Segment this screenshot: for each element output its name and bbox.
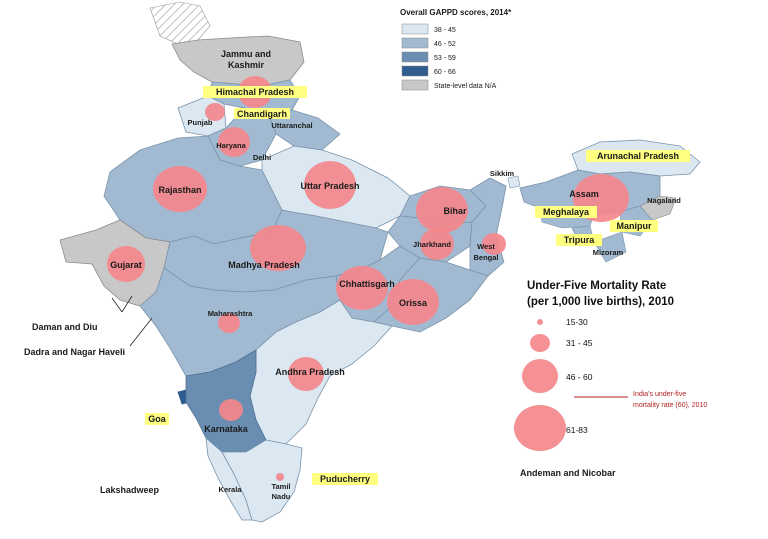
bubble-tamil-nadu [276, 473, 284, 481]
label-gujarat: Gujarat [110, 260, 142, 270]
label-west-bengal-1: West [477, 242, 495, 251]
legend-bubble-46-60 [522, 359, 558, 393]
label-chandigarh: Chandigarh [237, 109, 287, 119]
gappd-swatch-label-1: 46 - 52 [434, 41, 456, 48]
mortality-legend-title-2: (per 1,000 live births), 2010 [527, 296, 674, 308]
label-andhra: Andhra Pradesh [275, 367, 345, 377]
label-delhi: Delhi [253, 153, 271, 162]
disputed-area-hatched [149, 1, 211, 45]
gappd-swatch-0 [401, 23, 429, 35]
leader-daman-diu-2 [121, 295, 133, 313]
bubble-bihar [416, 187, 468, 233]
mortality-bubbles [107, 76, 629, 481]
legend-label-31-45: 31 - 45 [566, 338, 593, 348]
bubble-west-bengal [482, 233, 506, 255]
label-kerala: Kerala [219, 485, 243, 494]
gappd-swatch-label-0: 38 - 45 [434, 27, 456, 34]
hl-arunachal [586, 150, 690, 162]
label-dadra: Dadra and Nagar Haveli [24, 347, 125, 357]
hl-puducherry [312, 473, 378, 485]
bubble-punjab [205, 103, 225, 121]
mortality-legend-title-1: Under-Five Mortality Rate [527, 280, 666, 292]
bubble-uttar-pradesh [304, 161, 356, 209]
hl-goa [145, 413, 169, 425]
mortality-legend: Under-Five Mortality Rate (per 1,000 liv… [514, 280, 707, 451]
label-meghalaya: Meghalaya [543, 207, 590, 217]
gappd-swatch-1 [401, 37, 429, 49]
label-west-bengal-2: Bengal [473, 253, 498, 262]
region-sikkim [507, 175, 521, 189]
bubble-orissa [387, 279, 439, 325]
state-labels: Jammu and Kashmir Himachal Pradesh Punja… [110, 49, 681, 501]
label-andaman: Andeman and Nicobar [520, 468, 616, 478]
label-punjab: Punjab [187, 118, 212, 127]
bubble-jharkhand [420, 228, 454, 260]
india-rate-note-1: India's under-five [633, 391, 686, 398]
leader-dadra [129, 317, 153, 347]
label-highlights [145, 86, 690, 485]
label-madhya-pradesh: Madhya Pradesh [228, 260, 300, 270]
label-daman-diu: Daman and Diu [32, 322, 98, 332]
label-sikkim: Sikkim [490, 169, 515, 178]
label-tripura: Tripura [564, 235, 596, 245]
label-bihar: Bihar [443, 206, 467, 216]
legend-label-15-30: 15-30 [566, 317, 588, 327]
gappd-swatch-3 [401, 65, 429, 77]
label-uttar-pradesh: Uttar Pradesh [300, 181, 359, 191]
label-orissa: Orissa [399, 298, 428, 308]
label-puducherry: Puducherry [320, 474, 370, 484]
label-haryana: Haryana [216, 141, 246, 150]
gappd-swatch-label-4: State-level data N/A [434, 83, 497, 90]
legend-bubble-31-45 [530, 334, 550, 352]
bubble-maharashtra [218, 313, 240, 333]
label-karnataka: Karnataka [204, 424, 249, 434]
label-jammu-kashmir-1: Jammu and [221, 49, 271, 59]
label-jammu-kashmir-2: Kashmir [228, 60, 265, 70]
bubble-gujarat [107, 246, 145, 282]
hl-meghalaya [535, 206, 597, 218]
gappd-swatch-label-2: 53 - 59 [434, 55, 456, 62]
label-uttaranchal: Uttaranchal [271, 121, 312, 130]
hl-manipur [610, 220, 658, 232]
label-himachal: Himachal Pradesh [216, 87, 294, 97]
gappd-swatch-2 [401, 51, 429, 63]
legend-label-46-60: 46 - 60 [566, 372, 593, 382]
label-arunachal: Arunachal Pradesh [597, 151, 679, 161]
region-uttaranchal [267, 109, 341, 151]
india-rate-note-2: mortality rate (60), 2010 [633, 402, 707, 409]
bubble-chhattisgarh [336, 266, 388, 310]
hl-chandigarh [234, 108, 290, 119]
bubble-andhra [288, 357, 324, 391]
label-nagaland: Nagaland [647, 196, 681, 205]
gappd-legend: Overall GAPPD scores, 2014* 38 - 45 46 - … [400, 8, 512, 91]
label-tamil-nadu-1: Tamil [271, 482, 290, 491]
leader-daman-diu [111, 297, 123, 313]
bubble-madhya-pradesh [250, 225, 306, 271]
bubble-rajasthan [153, 166, 207, 212]
bubble-haryana [218, 127, 250, 157]
label-jharkhand: Jharkhand [413, 240, 451, 249]
label-goa: Goa [148, 414, 166, 424]
gappd-legend-title: Overall GAPPD scores, 2014* [400, 8, 512, 17]
region-tamil-nadu [221, 439, 303, 523]
hl-himachal [203, 86, 307, 98]
label-assam: Assam [569, 189, 599, 199]
label-mizoram: Mizoram [593, 248, 624, 257]
label-maharashtra: Maharashtra [208, 309, 253, 318]
label-rajasthan: Rajasthan [158, 185, 201, 195]
legend-label-61-83: 61-83 [566, 425, 588, 435]
gappd-swatch-4 [401, 79, 429, 91]
label-manipur: Manipur [617, 221, 652, 231]
label-lakshadweep: Lakshadweep [100, 485, 160, 495]
gappd-swatch-label-3: 60 - 66 [434, 69, 456, 76]
legend-bubble-15-30 [537, 319, 543, 325]
bubble-karnataka [219, 399, 243, 421]
hl-tripura [556, 234, 602, 246]
legend-bubble-61-83 [514, 405, 566, 451]
label-chhattisgarh: Chhattisgarh [339, 279, 395, 289]
label-tamil-nadu-2: Nadu [272, 492, 291, 501]
